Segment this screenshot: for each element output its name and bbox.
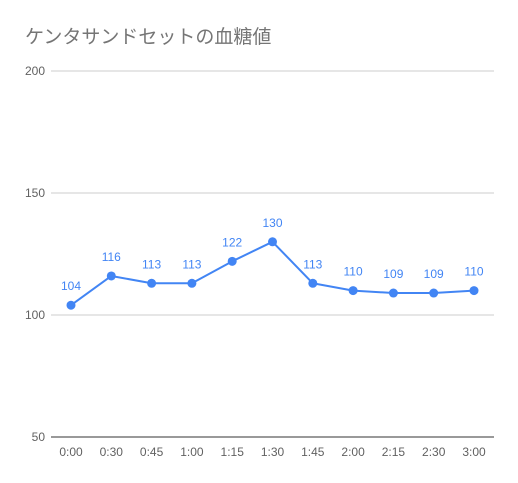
y-axis-ticks: 50 100 150 200 (25, 64, 45, 444)
y-tick-label: 100 (25, 308, 45, 322)
data-label: 104 (61, 279, 81, 293)
data-label: 113 (142, 257, 161, 271)
x-tick-label: 3:00 (462, 445, 486, 459)
data-label: 113 (182, 257, 201, 271)
data-point (348, 286, 358, 296)
data-point (147, 278, 157, 288)
data-label: 116 (102, 250, 121, 264)
data-point (429, 288, 439, 298)
x-tick-label: 2:00 (341, 445, 365, 459)
x-tick-label: 2:30 (422, 445, 446, 459)
data-label: 113 (303, 257, 322, 271)
x-tick-label: 1:00 (180, 445, 204, 459)
data-point (469, 286, 479, 296)
data-point (308, 278, 318, 288)
gridlines (51, 70, 494, 438)
y-tick-label: 150 (25, 186, 45, 200)
x-tick-label: 0:45 (140, 445, 164, 459)
x-tick-label: 0:30 (100, 445, 124, 459)
data-label: 122 (222, 235, 242, 249)
data-points (66, 237, 479, 310)
series-line (70, 240, 475, 307)
data-label: 109 (424, 267, 444, 281)
x-axis-ticks: 0:00 0:30 0:45 1:00 1:15 1:30 1:45 2:00 2:15 2:30… (59, 445, 486, 459)
x-tick-label: 2:15 (382, 445, 406, 459)
data-label: 109 (383, 267, 403, 281)
x-tick-label: 1:30 (261, 445, 285, 459)
x-tick-label: 1:45 (301, 445, 325, 459)
data-label: 130 (262, 216, 282, 230)
data-point (106, 271, 116, 281)
data-point (66, 300, 76, 310)
data-labels: 104 116 113 113 122 130 113 110 109 109 110 (61, 216, 484, 293)
x-tick-label: 0:00 (59, 445, 83, 459)
data-point (227, 256, 237, 266)
data-point (388, 288, 398, 298)
x-tick-label: 1:15 (221, 445, 245, 459)
series-group (70, 240, 475, 307)
y-tick-label: 200 (25, 64, 45, 78)
data-point (187, 278, 197, 288)
y-tick-label: 50 (32, 430, 46, 444)
data-label: 110 (344, 265, 363, 279)
data-point (268, 237, 277, 247)
chart-title: ケンタサンドセットの血糖値 (25, 26, 272, 48)
data-label: 110 (464, 265, 483, 279)
